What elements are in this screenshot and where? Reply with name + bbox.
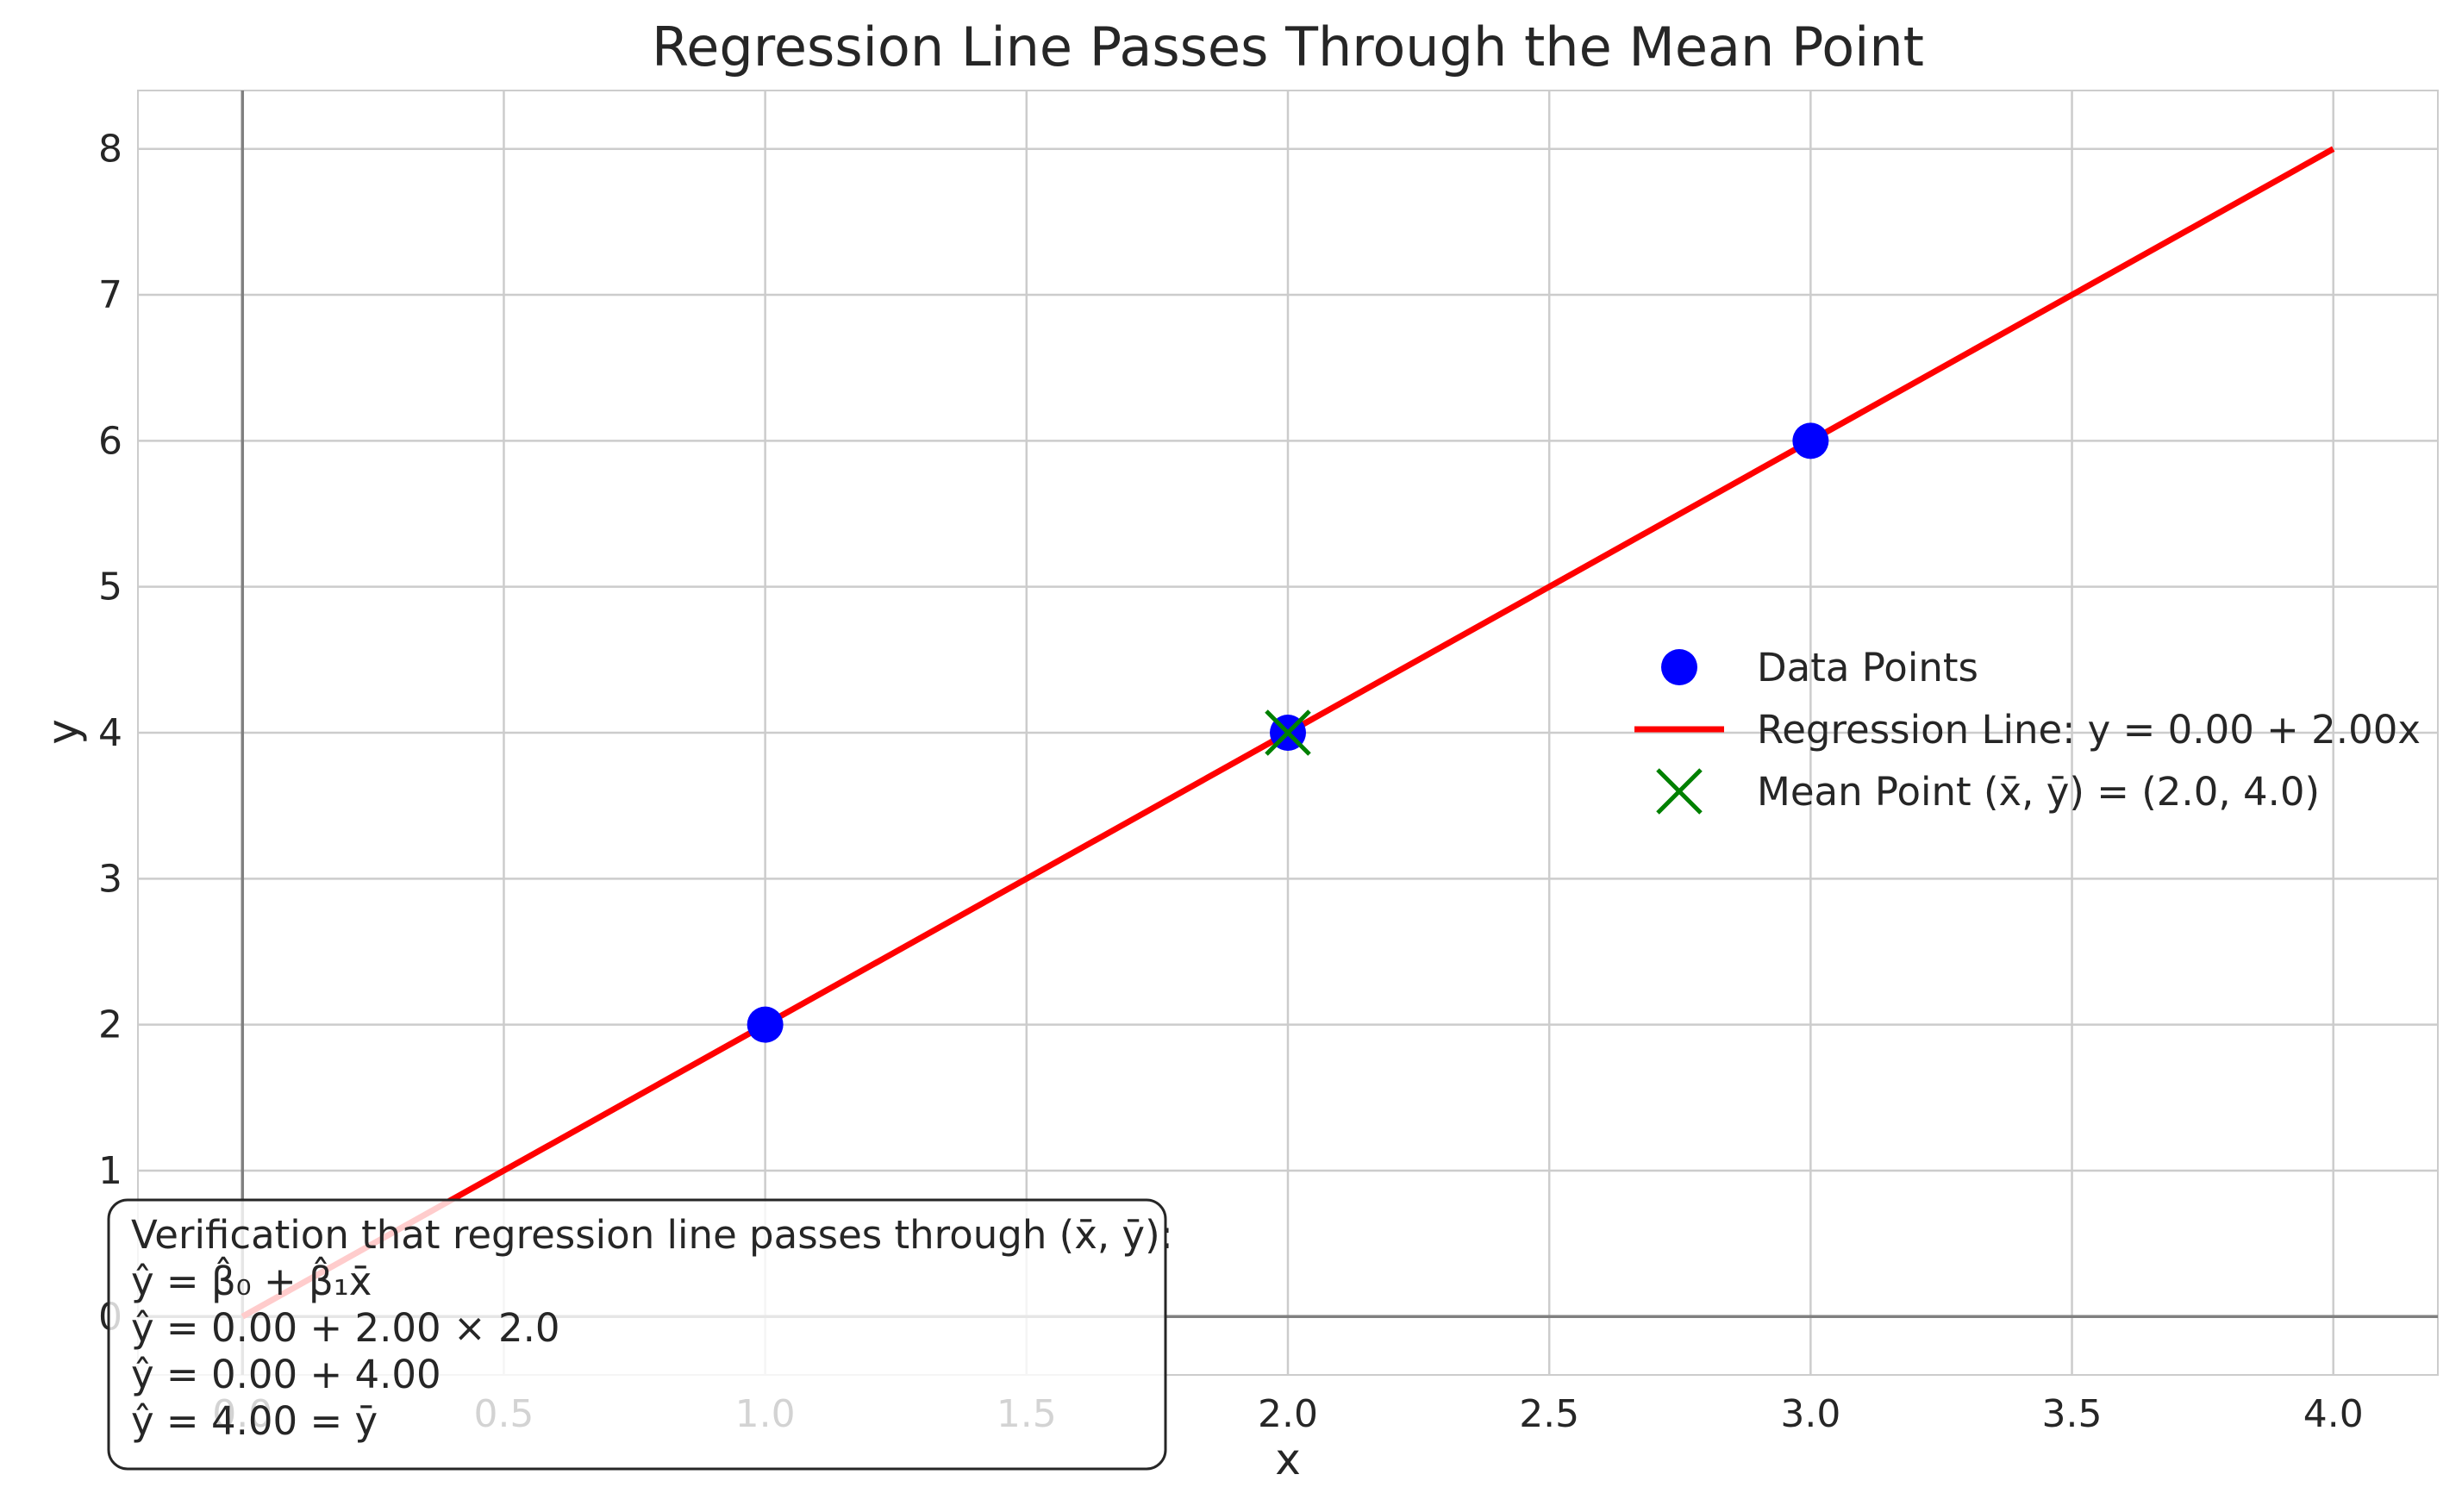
x-tick-label: 4.0 xyxy=(2303,1392,2364,1436)
y-tick-label: 4 xyxy=(98,711,122,755)
annotation-line: Verification that regression line passes… xyxy=(131,1212,1173,1258)
data-point xyxy=(747,1006,784,1043)
x-tick-label: 3.5 xyxy=(2042,1392,2103,1436)
y-tick-label: 3 xyxy=(98,857,122,901)
legend-label-mean-point: Mean Point (x̄, ȳ) = (2.0, 4.0) xyxy=(1757,769,2320,815)
y-tick-label: 8 xyxy=(98,128,122,172)
legend-swatch-data-points xyxy=(1661,649,1697,685)
annotation-box-frame xyxy=(107,1198,1167,1471)
x-tick-label: 2.0 xyxy=(1258,1392,1318,1436)
y-axis-label: y xyxy=(38,719,88,745)
mean-point-stroke xyxy=(1265,709,1311,756)
grid xyxy=(138,91,2438,1375)
series xyxy=(241,146,2335,1320)
annotation-line: ŷ = β̂₀ + β̂₁x̄ xyxy=(131,1257,372,1304)
legend-mean-stroke xyxy=(1656,768,1703,815)
data-point xyxy=(1792,422,1829,459)
chart-title: Regression Line Passes Through the Mean … xyxy=(652,16,1924,78)
legend-label-regression-line: Regression Line: y = 0.00 + 2.00x xyxy=(1757,707,2421,753)
y-tick-label: 7 xyxy=(98,273,122,317)
y-tick-label: 2 xyxy=(98,1003,122,1047)
legend: Data Points Regression Line: y = 0.00 + 2… xyxy=(1634,645,2421,815)
y-tick-label: 1 xyxy=(98,1149,122,1193)
x-tick-label: 2.5 xyxy=(1519,1392,1579,1436)
legend-swatch-mean-point xyxy=(1656,768,1703,815)
legend-label-data-points: Data Points xyxy=(1757,645,1978,690)
y-tick-label: 6 xyxy=(98,419,122,463)
annotation-box: Verification that regression line passes… xyxy=(107,1198,1173,1471)
y-tick-label: 5 xyxy=(98,565,122,609)
annotation-line: ŷ = 4.00 = ȳ xyxy=(131,1398,378,1444)
mean-point-marker xyxy=(1265,709,1311,756)
x-axis-label: x xyxy=(1275,1434,1301,1484)
annotation-line: ŷ = 0.00 + 2.00 × 2.0 xyxy=(131,1305,560,1351)
x-tick-label: 3.0 xyxy=(1780,1392,1840,1436)
annotation-line: ŷ = 0.00 + 4.00 xyxy=(131,1352,441,1397)
